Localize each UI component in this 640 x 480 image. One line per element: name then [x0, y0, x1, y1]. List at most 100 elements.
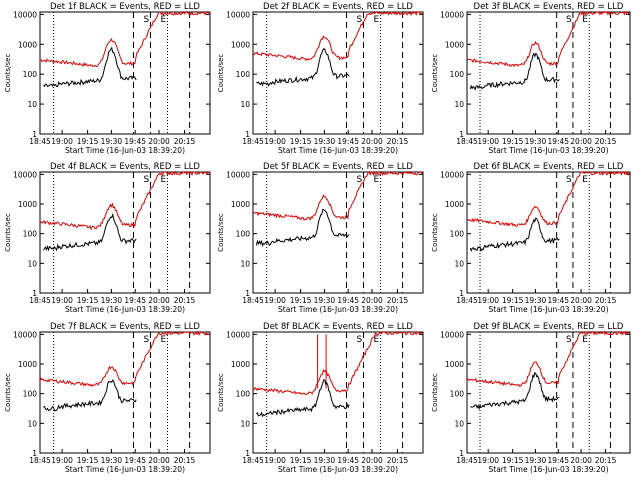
x-tick-label: 19:15: [502, 137, 524, 146]
panel-title: Det 7f BLACK = Events, RED = LLD: [50, 322, 200, 332]
y-tick-label: 100: [450, 390, 465, 399]
lld-series-line: [39, 330, 210, 388]
x-tick-label: 19:30: [525, 456, 547, 465]
y-axis-label: Counts/sec: [4, 373, 12, 412]
y-axis-label: Counts/sec: [431, 213, 439, 252]
y-tick-label: 1000: [231, 360, 250, 369]
y-axis-label: Counts/sec: [217, 213, 225, 252]
x-tick-label: 19:00: [51, 456, 73, 465]
x-tick-label: 19:45: [337, 296, 359, 305]
y-tick-label: 1000: [445, 200, 464, 209]
lld-series-line: [252, 10, 423, 62]
lld-series-line: [39, 170, 210, 231]
x-tick-label: 18:45: [242, 137, 264, 146]
panel-det-9: Det 9f BLACK = Events, RED = LLD Counts/s…: [431, 322, 631, 474]
x-axis-label: Start Time (16-Jun-03 18:39:20): [278, 146, 398, 155]
y-tick-label: 1: [32, 289, 37, 298]
x-tick-label: 20:15: [387, 137, 409, 146]
x-tick-label: 19:15: [77, 137, 99, 146]
x-tick-label: 19:30: [314, 137, 336, 146]
x-tick-label: 20:15: [174, 456, 196, 465]
x-tick-label: 19:15: [290, 456, 312, 465]
y-tick-label: 1000: [18, 360, 37, 369]
x-tick-label: 19:15: [502, 456, 524, 465]
x-tick-label: 20:00: [570, 296, 592, 305]
y-tick-label: 10: [454, 259, 464, 268]
y-tick-label: 100: [450, 230, 465, 239]
panel-det-3: Det 3f BLACK = Events, RED = LLD Counts/s…: [431, 2, 631, 155]
x-tick-label: 19:00: [477, 296, 499, 305]
x-tick-label: 19:45: [337, 456, 359, 465]
panel-title: Det 6f BLACK = Events, RED = LLD: [474, 162, 624, 172]
marker-label-s: S: [357, 335, 363, 345]
y-axis-label: Counts/sec: [431, 373, 439, 412]
y-tick-label: 10000: [440, 330, 464, 339]
panel-det-8: Det 8f BLACK = Events, RED = LLD Counts/s…: [217, 322, 424, 474]
x-axis-label: Start Time (16-Jun-03 18:39:20): [278, 465, 398, 474]
marker-label-s: S: [566, 175, 572, 185]
x-axis-label: Start Time (16-Jun-03 18:39:20): [489, 305, 609, 314]
x-tick-label: 19:00: [51, 296, 73, 305]
panel-det-2: Det 2f BLACK = Events, RED = LLD Counts/s…: [217, 2, 424, 155]
panel-det-1: Det 1f BLACK = Events, RED = LLD Counts/s…: [4, 2, 211, 155]
x-tick-label: 20:15: [174, 137, 196, 146]
x-tick-label: 19:30: [525, 296, 547, 305]
y-tick-label: 10: [240, 419, 250, 428]
lld-series-line: [466, 10, 630, 68]
panel-det-7: Det 7f BLACK = Events, RED = LLD Counts/s…: [4, 322, 211, 474]
x-tick-label: 19:30: [101, 296, 123, 305]
x-tick-label: 19:00: [477, 456, 499, 465]
x-tick-label: 18:45: [29, 456, 51, 465]
panel-det-5: Det 5f BLACK = Events, RED = LLD Counts/s…: [217, 162, 424, 314]
events-series-line: [255, 208, 350, 248]
panel-title: Det 9f BLACK = Events, RED = LLD: [474, 322, 624, 332]
y-tick-label: 10: [454, 100, 464, 109]
x-tick-label: 20:00: [570, 456, 592, 465]
x-tick-label: 19:45: [124, 137, 146, 146]
marker-label-s: S: [566, 15, 572, 25]
y-tick-label: 10: [27, 259, 37, 268]
y-tick-label: 10000: [226, 170, 250, 179]
x-tick-label: 20:00: [148, 296, 170, 305]
lld-series-line: [252, 170, 423, 221]
events-series-line: [256, 379, 350, 418]
x-tick-label: 19:15: [290, 137, 312, 146]
marker-label-e: E: [374, 335, 380, 345]
y-tick-label: 10000: [226, 330, 250, 339]
y-tick-label: 10000: [13, 170, 37, 179]
panel-title: Det 3f BLACK = Events, RED = LLD: [474, 2, 624, 12]
y-tick-label: 100: [236, 390, 251, 399]
events-series-line: [43, 46, 137, 88]
x-axis-label: Start Time (16-Jun-03 18:39:20): [65, 146, 185, 155]
y-tick-label: 10: [240, 259, 250, 268]
y-tick-label: 10000: [13, 10, 37, 19]
y-tick-label: 10: [454, 419, 464, 428]
y-axis-label: Counts/sec: [431, 54, 439, 93]
events-series-line: [256, 48, 350, 87]
x-tick-label: 20:15: [595, 456, 617, 465]
y-tick-label: 10000: [226, 10, 250, 19]
x-tick-label: 19:45: [547, 296, 569, 305]
marker-label-e: E: [161, 175, 167, 185]
y-tick-label: 1: [245, 289, 250, 298]
x-tick-label: 19:00: [477, 137, 499, 146]
x-tick-label: 18:45: [242, 296, 264, 305]
marker-label-s: S: [144, 175, 150, 185]
plot-frame: [39, 331, 211, 454]
x-tick-label: 18:45: [29, 137, 51, 146]
marker-label-e: E: [582, 15, 588, 25]
y-tick-label: 10000: [440, 10, 464, 19]
x-tick-label: 19:15: [502, 296, 524, 305]
x-tick-label: 19:30: [525, 137, 547, 146]
y-tick-label: 1000: [445, 360, 464, 369]
x-tick-label: 20:00: [570, 137, 592, 146]
y-tick-label: 1: [32, 449, 37, 458]
panel-title: Det 8f BLACK = Events, RED = LLD: [263, 322, 413, 332]
x-tick-label: 19:45: [124, 456, 146, 465]
x-tick-label: 18:45: [456, 137, 478, 146]
y-tick-label: 1000: [231, 200, 250, 209]
panel-title: Det 5f BLACK = Events, RED = LLD: [263, 162, 413, 172]
x-axis-label: Start Time (16-Jun-03 18:39:20): [278, 305, 398, 314]
